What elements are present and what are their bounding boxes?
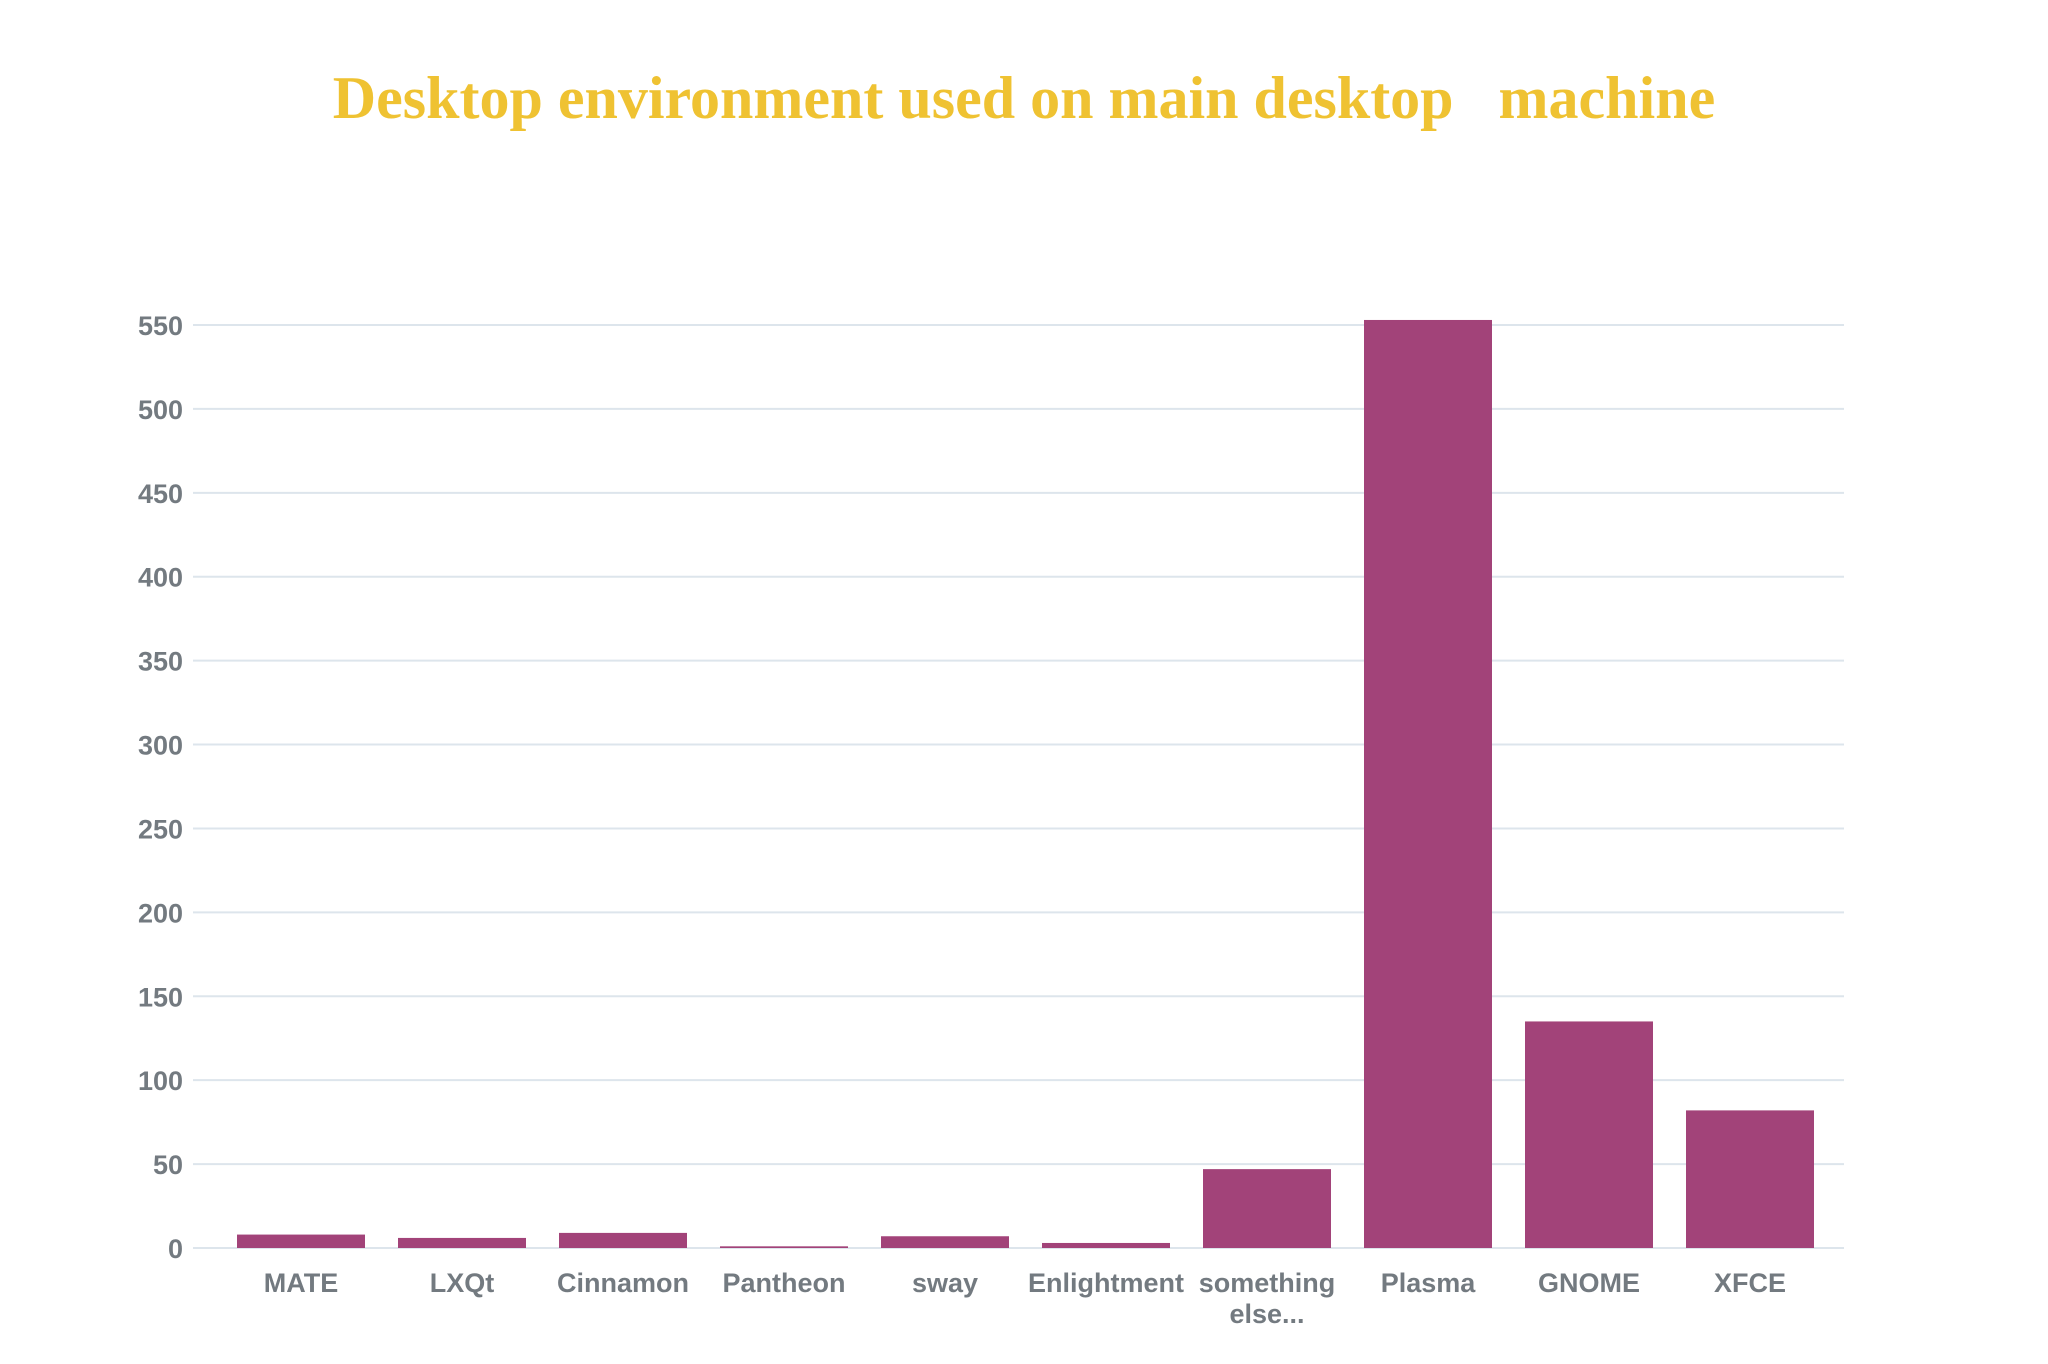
y-tick-label: 300 — [138, 731, 183, 761]
y-tick-label: 0 — [168, 1234, 183, 1264]
x-tick-label: Cinnamon — [557, 1268, 689, 1298]
chart-title: Desktop environment used on main desktop… — [333, 65, 1715, 131]
bar-cinnamon — [559, 1232, 687, 1248]
x-tick-label-line: XFCE — [1714, 1268, 1786, 1298]
x-tick-label: sway — [912, 1268, 978, 1298]
x-tick-label: MATE — [264, 1268, 339, 1298]
bar-pantheon — [720, 1246, 848, 1248]
x-tick-label-line: GNOME — [1538, 1268, 1640, 1298]
bar-lxqt — [398, 1237, 526, 1248]
y-tick-label: 150 — [138, 982, 183, 1012]
x-tick-label: Plasma — [1381, 1268, 1477, 1298]
x-tick-label: something else... — [1199, 1268, 1336, 1329]
y-tick-label: 50 — [153, 1150, 183, 1180]
x-tick-label: GNOME — [1538, 1268, 1640, 1298]
bar-plasma — [1364, 319, 1492, 1248]
gridlines — [193, 324, 1844, 1249]
bars — [237, 319, 1814, 1248]
x-tick-label-line: Cinnamon — [557, 1268, 689, 1298]
bar-xfce — [1686, 1110, 1814, 1248]
x-tick-label-line: something — [1199, 1268, 1336, 1298]
y-tick-label: 550 — [138, 311, 183, 341]
x-tick-label: Enlightment — [1028, 1268, 1184, 1298]
y-tick-label: 500 — [138, 395, 183, 425]
x-tick-label-line: Plasma — [1381, 1268, 1477, 1298]
x-tick-label-line: Enlightment — [1028, 1268, 1184, 1298]
x-tick-label: XFCE — [1714, 1268, 1786, 1298]
y-tick-label: 200 — [138, 898, 183, 928]
x-tick-label-line: MATE — [264, 1268, 339, 1298]
bar-sway — [881, 1236, 1009, 1248]
bar-mate — [237, 1234, 365, 1248]
y-tick-label: 100 — [138, 1066, 183, 1096]
y-tick-label: 450 — [138, 479, 183, 509]
x-tick-label: Pantheon — [722, 1268, 845, 1298]
bar-enlightment — [1042, 1242, 1170, 1248]
x-tick-label-line: Pantheon — [722, 1268, 845, 1298]
y-axis-ticks: 0 50 100 150 200 250 300 350 400 450 500 550 — [138, 311, 183, 1264]
x-axis-ticks: MATE LXQt Cinnamon Pantheon sway Enlightment s… — [264, 1268, 1786, 1329]
y-tick-label: 350 — [138, 647, 183, 677]
x-tick-label-line: LXQt — [430, 1268, 495, 1298]
bar-something-else — [1203, 1169, 1331, 1248]
x-tick-label: LXQt — [430, 1268, 495, 1298]
y-tick-label: 400 — [138, 563, 183, 593]
bar-gnome — [1525, 1021, 1653, 1248]
x-tick-label-line: sway — [912, 1268, 978, 1298]
x-tick-label-line: else... — [1229, 1299, 1304, 1329]
y-tick-label: 250 — [138, 814, 183, 844]
